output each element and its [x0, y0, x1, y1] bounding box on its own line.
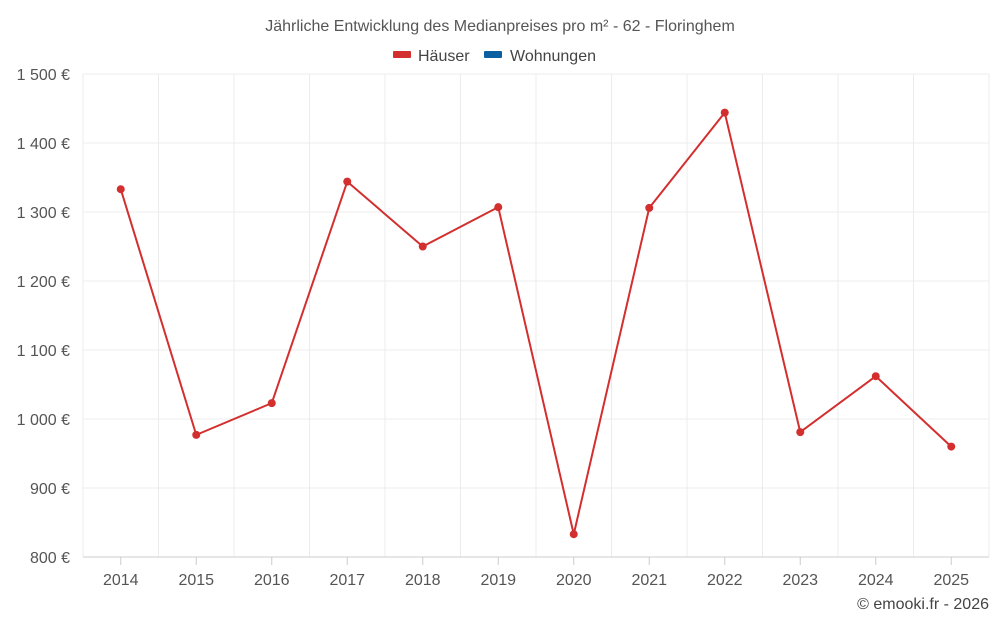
x-tick-label: 2022 — [707, 572, 743, 589]
grid — [82, 73, 990, 557]
data-point[interactable] — [569, 530, 578, 539]
series-line — [119, 111, 952, 536]
x-tick-label: 2025 — [933, 572, 969, 589]
x-tick-label: 2019 — [480, 572, 516, 589]
series-haeuser — [116, 108, 956, 539]
y-tick-label: 1 400 € — [17, 136, 70, 153]
data-point[interactable] — [418, 242, 427, 251]
legend-label-wohnungen: Wohnungen — [510, 48, 596, 65]
data-point[interactable] — [343, 177, 352, 186]
legend-swatch-haeuser — [393, 51, 411, 58]
data-point[interactable] — [720, 108, 729, 117]
data-point[interactable] — [116, 185, 125, 194]
legend-swatch-wohnungen — [484, 51, 502, 58]
x-tick-label: 2015 — [178, 572, 214, 589]
legend-item-wohnungen[interactable]: Wohnungen — [484, 48, 596, 65]
data-point[interactable] — [871, 372, 880, 381]
x-tick-label: 2021 — [631, 572, 667, 589]
data-point[interactable] — [947, 442, 956, 451]
y-tick-label: 1 500 € — [17, 67, 70, 84]
data-point[interactable] — [494, 203, 503, 212]
x-tick-label: 2014 — [103, 572, 139, 589]
credit-text: © emooki.fr - 2026 — [857, 596, 989, 613]
x-tick-label: 2024 — [858, 572, 894, 589]
data-point[interactable] — [192, 430, 201, 439]
y-tick-label: 1 100 € — [17, 343, 70, 360]
x-tick-label: 2023 — [782, 572, 818, 589]
y-tick-label: 900 € — [30, 481, 70, 498]
x-tick-label: 2018 — [405, 572, 441, 589]
legend-item-haeuser[interactable]: Häuser — [393, 48, 470, 65]
data-point[interactable] — [796, 428, 805, 437]
x-tick-label: 2020 — [556, 572, 592, 589]
y-tick-label: 1 000 € — [17, 412, 70, 429]
y-tick-label: 1 200 € — [17, 274, 70, 291]
x-tick-label: 2017 — [329, 572, 365, 589]
legend-label-haeuser: Häuser — [418, 48, 470, 65]
y-tick-label: 800 € — [30, 550, 70, 567]
chart-title: Jährliche Entwicklung des Medianpreises … — [265, 18, 735, 35]
legend: Häuser Wohnungen — [393, 48, 596, 65]
data-point[interactable] — [645, 203, 654, 212]
axes: 800 € 900 € 1 000 € 1 100 € 1 200 € 1 300 € 1 … — [17, 67, 989, 589]
data-point[interactable] — [267, 399, 276, 408]
y-tick-label: 1 300 € — [17, 205, 70, 222]
x-tick-label: 2016 — [254, 572, 290, 589]
